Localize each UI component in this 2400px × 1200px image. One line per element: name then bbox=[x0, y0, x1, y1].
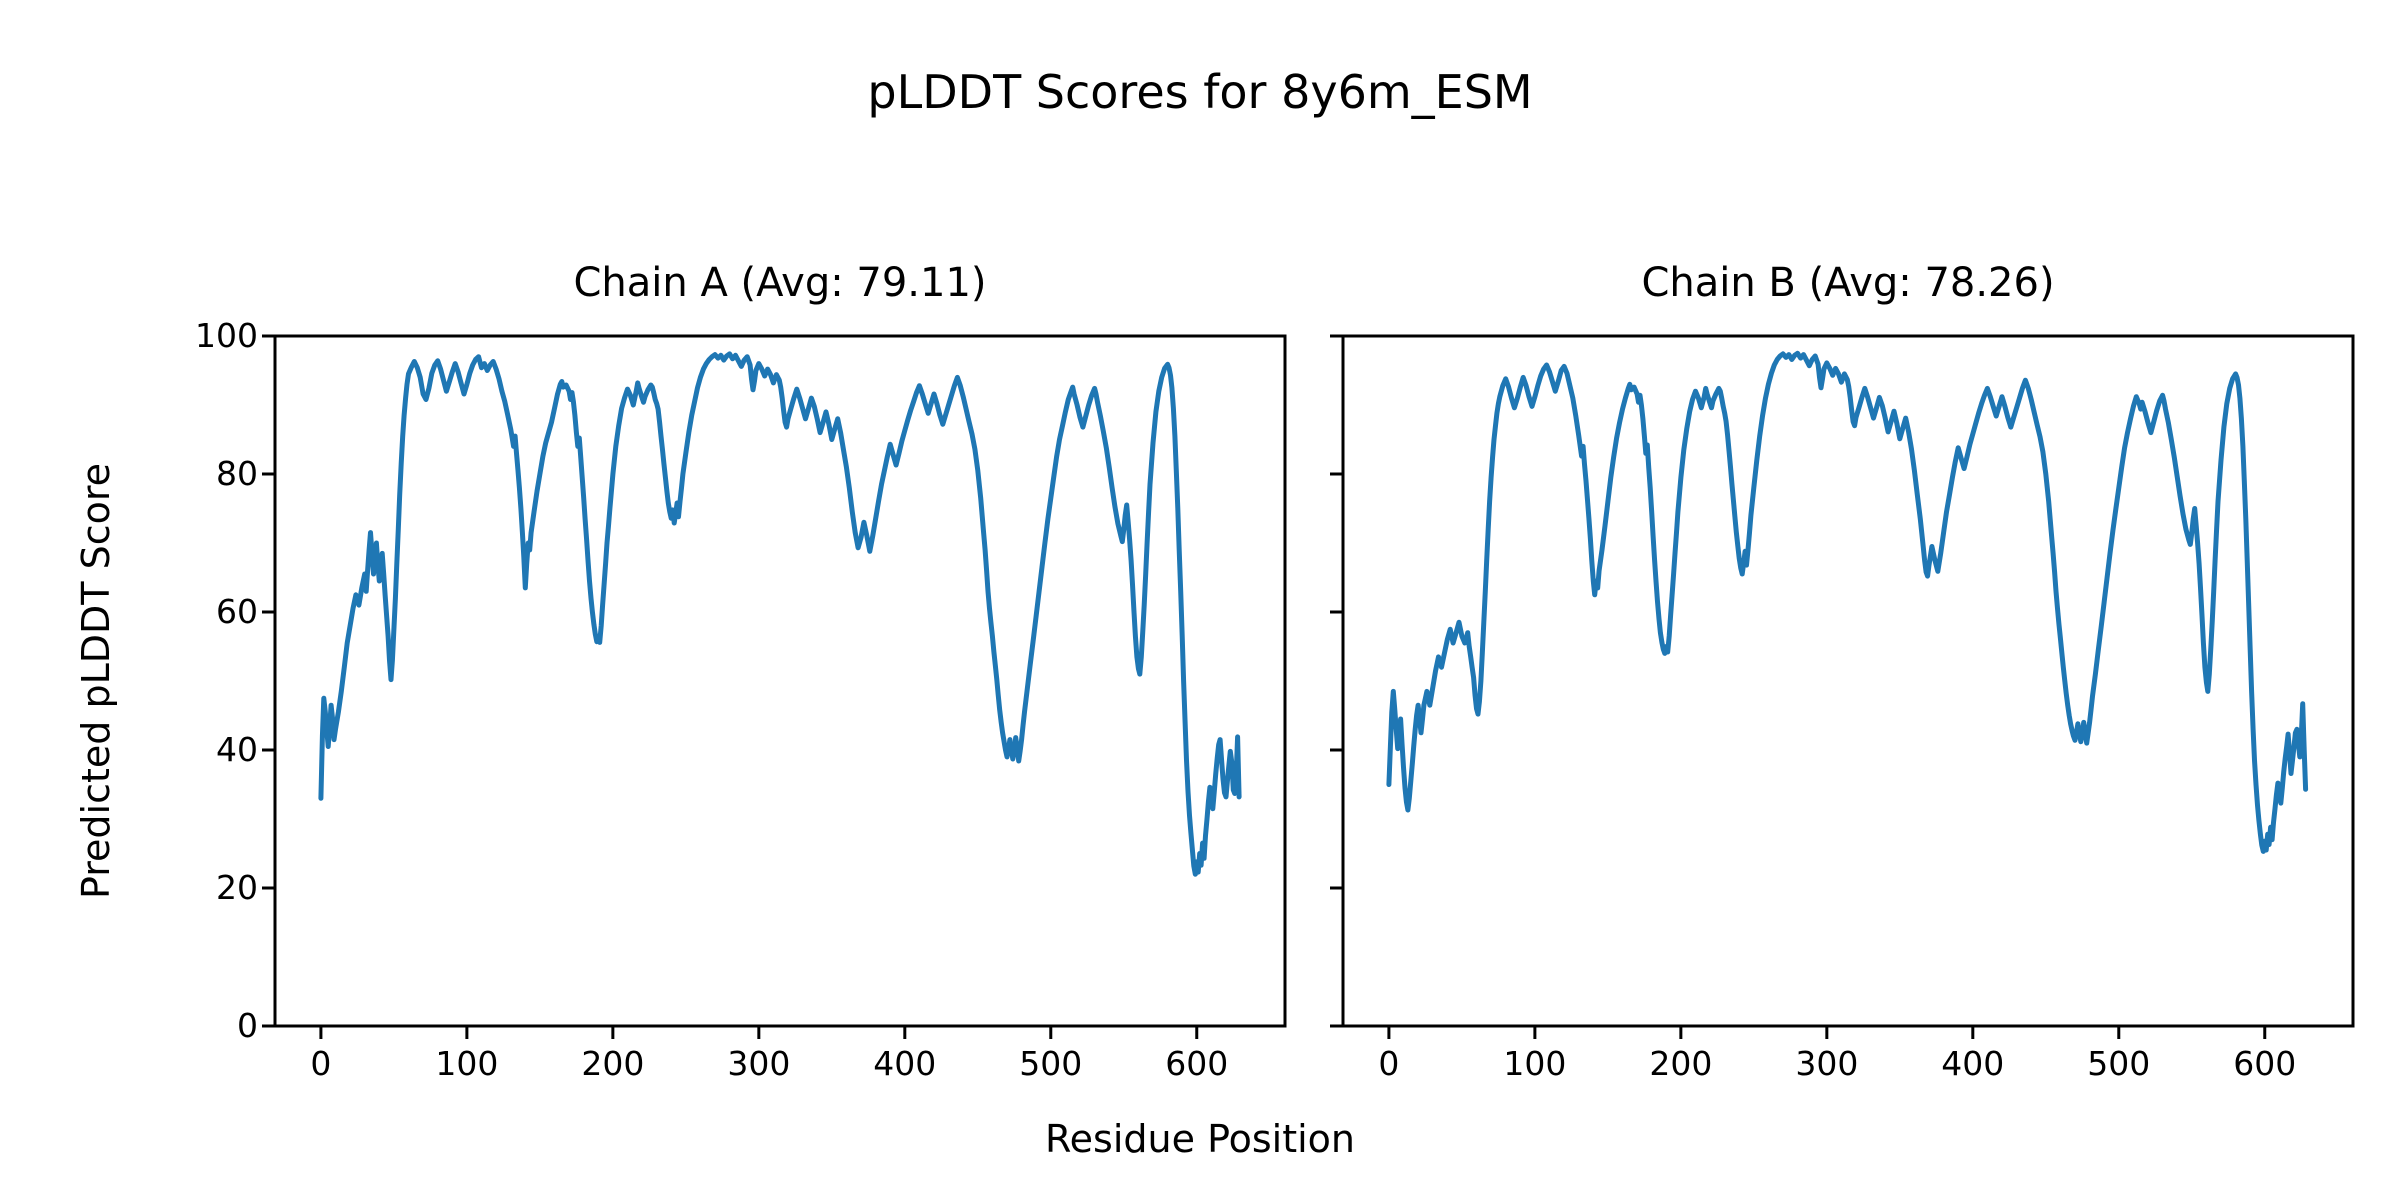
y-tick-label: 40 bbox=[216, 730, 258, 769]
x-tick-label: 400 bbox=[873, 1044, 937, 1083]
x-tick-label: 600 bbox=[2233, 1044, 2297, 1083]
x-tick-label: 300 bbox=[1795, 1044, 1859, 1083]
plddt-line-chain-b bbox=[1386, 350, 2309, 854]
chain-a-title: Chain A (Avg: 79.11) bbox=[573, 260, 987, 306]
figure-title: pLDDT Scores for 8y6m_ESM bbox=[867, 65, 1533, 119]
y-tick-label: 60 bbox=[216, 592, 258, 631]
y-tick-label: 80 bbox=[216, 454, 258, 493]
y-tick-label: 100 bbox=[195, 316, 258, 355]
chain-b-title: Chain B (Avg: 78.26) bbox=[1641, 260, 2055, 306]
x-tick-label: 500 bbox=[1019, 1044, 1083, 1083]
plddt-line-chain-a bbox=[318, 351, 1242, 877]
x-axis-label: Residue Position bbox=[1044, 1117, 1356, 1161]
x-tick-label: 0 bbox=[310, 1044, 332, 1083]
x-tick-label: 0 bbox=[1378, 1044, 1400, 1083]
x-tick-label: 400 bbox=[1941, 1044, 2005, 1083]
y-tick-label: 20 bbox=[216, 868, 258, 907]
x-tick-label: 100 bbox=[1503, 1044, 1567, 1083]
y-tick-label: 0 bbox=[237, 1006, 258, 1045]
x-tick-label: 600 bbox=[1165, 1044, 1229, 1083]
x-tick-label: 300 bbox=[727, 1044, 791, 1083]
x-tick-label: 200 bbox=[1649, 1044, 1713, 1083]
x-tick-label: 200 bbox=[581, 1044, 645, 1083]
x-tick-label: 100 bbox=[435, 1044, 499, 1083]
axes-spines-chain-b bbox=[1341, 334, 2355, 1028]
axes-spines-chain-a bbox=[273, 334, 1287, 1028]
x-tick-label: 500 bbox=[2087, 1044, 2151, 1083]
